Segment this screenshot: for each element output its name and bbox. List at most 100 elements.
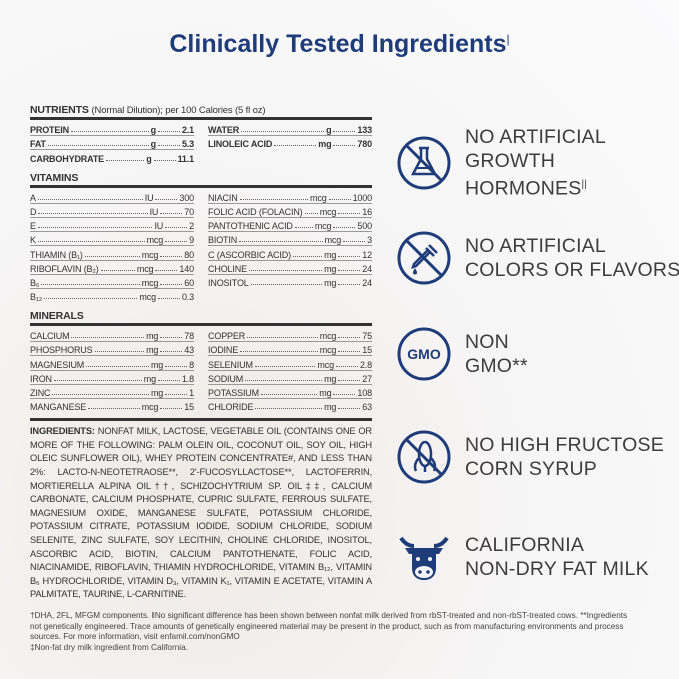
ingredients-label: INGREDIENTS: (30, 426, 95, 437)
nutrient-value: 140 (179, 263, 194, 274)
leader (160, 255, 183, 257)
leader (338, 379, 361, 381)
leader (165, 394, 188, 395)
leader (37, 227, 153, 229)
leader (292, 255, 323, 257)
nutrient-row: CHLORIDE mg 63 (208, 399, 372, 412)
nutrient-value: 133 (357, 125, 372, 136)
claim-text: NON GMO** (465, 330, 528, 378)
leader (240, 351, 318, 353)
title-mark: | (506, 32, 510, 46)
nutrient-name: THIAMIN (B₁) (30, 249, 83, 260)
leader (70, 131, 149, 133)
leader (241, 131, 325, 133)
nutrient-unit: mcg (310, 192, 327, 203)
claim: NO ARTIFICIAL COLORS OR FLAVORS (395, 229, 679, 287)
nutrient-name: FOLIC ACID (FOLACIN) (208, 206, 303, 217)
nutrient-value: 75 (362, 331, 372, 342)
nutrient-name: ZINC (30, 388, 51, 398)
nutrient-unit: g (150, 125, 157, 136)
claim-text: CALIFORNIA NON-DRY FAT MILK (465, 533, 649, 581)
nutrient-value: 27 (362, 373, 372, 384)
nutrition-table: NUTRIENTS (Normal Dilution); per 100 Cal… (30, 104, 372, 602)
leader (88, 408, 140, 410)
claim-text: NO ARTIFICIAL COLORS OR FLAVORS (465, 234, 679, 282)
nutrient-name: WATER (208, 125, 240, 136)
leader (261, 394, 318, 395)
nutrient-name: LINOLEIC ACID (208, 139, 273, 150)
nutrient-value: 108 (357, 388, 372, 398)
nutrient-name: MAGNESIUM (30, 359, 85, 370)
icon-corn (397, 430, 451, 484)
nutrient-unit: mg (319, 388, 332, 398)
leader (94, 351, 145, 353)
nutrient-name: PROTEIN (30, 125, 69, 136)
claim-line: NO ARTIFICIAL (465, 235, 606, 257)
nutrient-unit: mcg (319, 331, 337, 342)
nutrient-row: PROTEIN g 2.1 (30, 122, 194, 137)
footnote: †DHA, 2FL, MFGM components. ǁNo signific… (30, 611, 628, 642)
leader (86, 365, 149, 367)
leader (333, 131, 356, 133)
leader (157, 379, 180, 381)
leader (160, 408, 183, 410)
nutrient-value: 63 (362, 402, 372, 413)
nutrient-unit: mcg (146, 235, 164, 246)
heading-text: MINERALS (30, 310, 84, 323)
nutrient-value: 60 (184, 277, 194, 288)
nutrient-row: FOLIC ACID (FOLACIN) mcg 16 (208, 204, 372, 218)
nutrient-row: CHOLINE mg 24 (208, 261, 372, 275)
leader (71, 337, 145, 339)
leader (38, 212, 148, 214)
nutrient-row: MAGNESIUM mg 8 (30, 356, 194, 371)
nutrient-value: 16 (362, 206, 372, 217)
nutrient-value: 80 (184, 249, 194, 260)
nutrient-value: 24 (362, 277, 372, 288)
leader (250, 283, 323, 285)
leader (239, 241, 323, 243)
leader (155, 198, 178, 200)
nutrient-row: BIOTIN mcg 3 (208, 232, 372, 247)
footnote: ‡Non-fat dry milk ingredient from Califo… (30, 642, 188, 652)
leader (239, 198, 309, 200)
leader (157, 131, 180, 133)
nutrient-value: 8 (189, 359, 194, 370)
nutrient-unit: mg (324, 249, 337, 260)
leader (52, 394, 149, 395)
nutrient-value: 0.3 (181, 292, 194, 303)
leader (41, 283, 140, 285)
column: CALCIUM mg 78 PHOSPHORUS mg 43 MAGNESIUM mg 8 IRO… (30, 328, 194, 412)
claim-line: NON-DRY FAT MILK (465, 558, 649, 580)
nutrient-row: INOSITOL mg 24 (208, 275, 372, 288)
leader (160, 351, 183, 353)
nutrient-name: C (ASCORBIC ACID) (208, 249, 291, 260)
nutrient-unit: g (150, 139, 157, 150)
nutrient-row: CALCIUM mg 78 (30, 328, 194, 343)
leader (294, 227, 313, 229)
nutrient-value: 5.3 (181, 139, 194, 150)
leader (333, 227, 356, 229)
nutrient-name: B₁₂ (30, 292, 43, 303)
nutrient-name: RIBOFLAVIN (B₂) (30, 263, 99, 274)
claim-line: NO HIGH FRUCTOSE (465, 434, 664, 456)
claim-mark: || (581, 179, 588, 190)
nutrient-name: POTASSIUM (208, 388, 259, 398)
nutrient-value: 78 (184, 331, 194, 342)
nutrient-value: 2 (189, 221, 194, 232)
nutrient-unit: IU (144, 192, 154, 203)
nutrient-row: MANGANESE mcg 15 (30, 399, 194, 412)
nutrient-row: PANTOTHENIC ACID mcg 500 (208, 218, 372, 233)
nutrient-name: FAT (30, 139, 46, 150)
claim-line: CORN SYRUP (465, 458, 598, 480)
title-text: Clinically Tested Ingredients (169, 30, 507, 58)
leader (248, 269, 323, 271)
leader (343, 241, 366, 243)
claim-line: NON (465, 331, 509, 353)
nutrient-name: CHOLINE (208, 263, 247, 274)
leader (338, 283, 361, 285)
leader (165, 227, 188, 229)
claim-text: NO HIGH FRUCTOSE CORN SYRUP (465, 433, 664, 481)
nutrient-unit: g (326, 125, 332, 136)
leader (245, 379, 323, 381)
